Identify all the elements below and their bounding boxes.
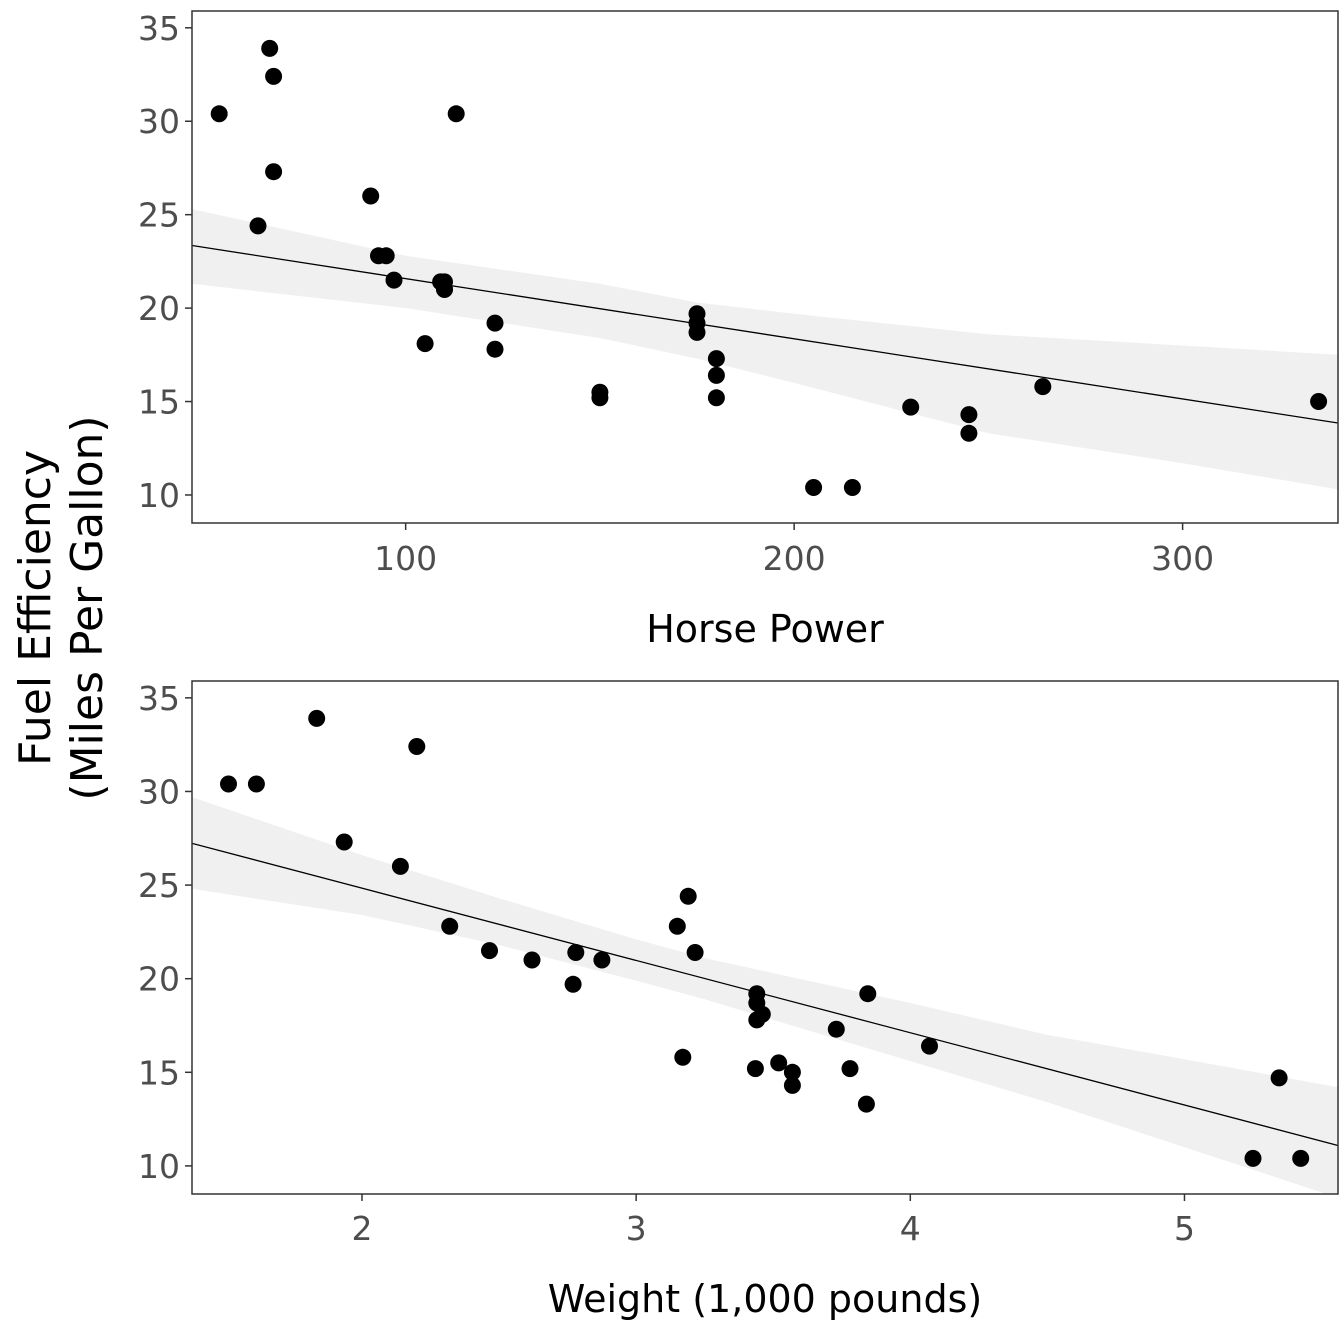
hp-data-point-2	[249, 217, 267, 235]
hp-data-point-4	[265, 67, 283, 85]
hp-x-tick-label-200: 200	[763, 539, 826, 578]
hp-y-tick-label-25: 25	[138, 196, 180, 235]
hp-y-tick-label-15: 15	[138, 383, 180, 422]
wt-data-point-26	[841, 1060, 859, 1078]
hp-data-point-28	[902, 398, 920, 416]
wt-y-tick-label-35: 35	[138, 679, 180, 718]
wt-y-tick-label-20: 20	[138, 960, 180, 999]
wt-data-point-6	[408, 738, 426, 755]
wt-x-tick-label-5: 5	[1174, 1209, 1195, 1248]
wt-data-point-28	[859, 985, 877, 1003]
hp-data-point-5	[265, 163, 283, 181]
hp-data-point-6	[362, 187, 380, 205]
wt-data-point-29	[921, 1037, 938, 1055]
hp-x-axis-title: Horse Power	[646, 607, 884, 651]
hp-data-point-23	[707, 366, 725, 384]
hp-data-point-10	[416, 335, 434, 353]
wt-data-point-21	[753, 1005, 771, 1023]
hp-data-point-30	[960, 424, 978, 442]
hp-data-point-29	[960, 406, 978, 424]
shared-y-axis-title-line-2: (Miles Per Gallon)	[62, 415, 113, 800]
hp-confidence-band	[192, 209, 1338, 490]
wt-data-point-3	[308, 709, 326, 727]
wt-data-point-25	[827, 1020, 845, 1038]
wt-data-point-10	[564, 975, 582, 993]
wt-y-tick-label-25: 25	[138, 866, 180, 905]
hp-data-point-22	[688, 314, 706, 332]
wt-data-point-16	[686, 944, 704, 961]
hp-y-tick-label-35: 35	[138, 9, 180, 48]
hp-regression-line	[192, 244, 1338, 424]
hp-data-point-3	[261, 39, 279, 57]
hp-data-point-15	[447, 105, 465, 123]
hp-data-point-1	[210, 105, 228, 123]
wt-data-point-30	[1244, 1149, 1262, 1167]
hp-data-point-32	[1310, 393, 1328, 410]
wt-data-point-12	[593, 951, 611, 969]
hp-data-point-8	[377, 247, 395, 265]
hp-y-tick-label-10: 10	[138, 476, 180, 515]
hp-data-point-27	[843, 479, 861, 496]
wt-data-point-4	[335, 833, 353, 851]
hp-y-tick-label-30: 30	[138, 102, 180, 141]
wt-data-point-19	[748, 985, 766, 1003]
wt-x-tick-label-3: 3	[626, 1209, 647, 1248]
hp-data-point-24	[707, 350, 725, 368]
wt-data-point-31	[1270, 1069, 1288, 1087]
hp-x-tick-label-300: 300	[1151, 539, 1214, 578]
wt-data-point-17	[746, 1060, 764, 1078]
wt-y-tick-label-10: 10	[138, 1147, 180, 1186]
wt-x-axis-title: Weight (1,000 pounds)	[548, 1277, 982, 1321]
hp-x-tick-label-100: 100	[374, 539, 437, 578]
wt-data-point-22	[770, 1054, 788, 1072]
hp-data-point-9	[385, 271, 403, 289]
wt-x-tick-label-4: 4	[900, 1209, 921, 1248]
wt-data-point-7	[441, 917, 459, 935]
hp-data-point-16	[486, 314, 504, 332]
hp-data-point-26	[805, 479, 823, 496]
wt-data-point-23	[783, 1076, 801, 1094]
wt-data-point-11	[567, 944, 585, 961]
wt-panel-border	[191, 680, 1339, 1195]
hp-panel-border	[191, 10, 1339, 524]
wt-data-point-15	[679, 887, 697, 905]
wt-data-point-5	[391, 857, 409, 875]
wt-y-tick-label-30: 30	[138, 772, 180, 811]
weight-panel: 10 15 20 25 30 35 2 3 4 5 Weight (1,000 pounds)	[138, 679, 1339, 1321]
wt-data-point-1	[220, 775, 237, 793]
wt-data-point-2	[247, 775, 265, 793]
hp-data-point-17	[486, 340, 504, 358]
wt-y-tick-label-15: 15	[138, 1053, 180, 1092]
wt-data-point-8	[481, 942, 498, 960]
hp-data-point-14	[436, 273, 453, 291]
hp-y-tick-label-20: 20	[138, 289, 180, 328]
hp-data-point-25	[707, 389, 725, 407]
wt-x-tick-label-2: 2	[351, 1209, 372, 1248]
wt-data-point-24	[783, 1063, 801, 1081]
wt-data-point-9	[523, 951, 541, 969]
hp-data-point-31	[1034, 378, 1052, 396]
wt-data-point-32	[1292, 1149, 1310, 1167]
wt-data-point-27	[857, 1095, 875, 1113]
hp-data-point-19	[591, 389, 609, 407]
shared-y-axis-title-line-1: Fuel Efficiency	[10, 450, 61, 766]
wt-data-point-14	[674, 1048, 692, 1066]
wt-data-point-13	[668, 917, 686, 935]
horsepower-panel: 10 15 20 25 30 35 100 200 300 Horse Power	[138, 9, 1339, 651]
